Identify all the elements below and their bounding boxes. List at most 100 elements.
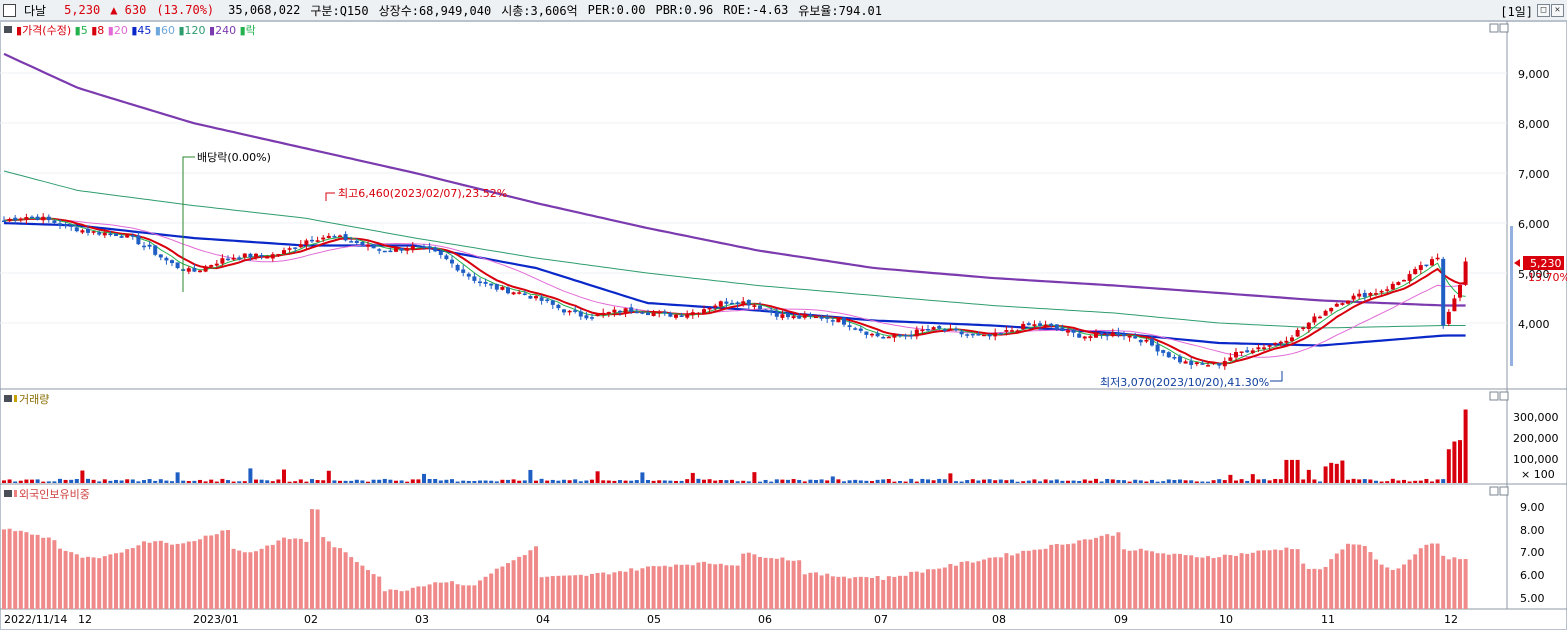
foreign-ratio-bar xyxy=(584,575,589,609)
foreign-ratio-bar xyxy=(142,541,146,609)
volume-bar xyxy=(881,479,886,483)
volume-bar xyxy=(567,480,572,483)
y-tick-label: 7.00 xyxy=(1520,546,1545,559)
candle-body xyxy=(898,334,902,337)
volume-bar xyxy=(1340,460,1345,483)
foreign-ratio-bar xyxy=(1116,532,1121,609)
foreign-ratio-bar xyxy=(1155,553,1160,609)
candle-body xyxy=(674,314,678,318)
volume-bar xyxy=(63,479,68,483)
foreign-ratio-bar xyxy=(522,555,527,609)
panel-close-icon[interactable] xyxy=(1499,23,1509,33)
foreign-ratio-bar xyxy=(1088,539,1093,609)
volume-bar xyxy=(1323,466,1328,483)
candle-body xyxy=(685,314,690,318)
volume-bar xyxy=(416,479,421,483)
volume-bar xyxy=(1222,480,1227,483)
foreign-ratio-bar xyxy=(898,575,902,609)
foreign-ratio-bar xyxy=(517,556,522,609)
foreign-ratio-bar xyxy=(377,576,382,609)
candle-body xyxy=(1026,323,1031,326)
volume-bar xyxy=(1402,479,1406,483)
panel-close-icon[interactable] xyxy=(1499,391,1509,401)
panel-menu-icon[interactable] xyxy=(1489,23,1499,33)
foreign-ratio-bar xyxy=(410,587,415,609)
foreign-ratio-bar xyxy=(802,574,807,609)
restore-icon[interactable]: □ xyxy=(1537,4,1550,17)
close-icon[interactable]: ✕ xyxy=(1551,4,1564,17)
foreign-ratio-bar xyxy=(993,557,998,609)
foreign-ratio-bar xyxy=(1161,553,1166,609)
foreign-ratio-bar xyxy=(119,552,124,609)
candle-body xyxy=(500,287,505,290)
candle-body xyxy=(1362,292,1367,298)
foreign-ratio-bar xyxy=(1200,557,1205,609)
reserve-ratio: 유보율:794.01 xyxy=(798,3,882,18)
stock-name[interactable]: 다날 xyxy=(24,3,47,18)
volume-bar xyxy=(164,480,169,483)
legend-item: 60 xyxy=(161,24,175,37)
foreign-ratio-bar xyxy=(1138,548,1143,609)
volume-bar xyxy=(746,481,751,483)
candle-body xyxy=(382,250,387,253)
foreign-ratio-bar xyxy=(763,557,768,609)
x-tick-label: 05 xyxy=(647,613,661,626)
candle-body xyxy=(405,249,410,251)
select-checkbox[interactable] xyxy=(3,3,16,17)
foreign-ratio-bar xyxy=(942,567,947,609)
candle-body xyxy=(494,284,499,290)
foreign-ratio-bar xyxy=(422,586,426,609)
candle-body xyxy=(226,258,230,261)
foreign-ratio-bar xyxy=(52,540,57,609)
foreign-ratio-bar xyxy=(1105,534,1110,609)
panel-menu-icon[interactable] xyxy=(1489,391,1499,401)
stock-chart[interactable]: ▮가격(수정) ▮5 ▮8 ▮20 ▮45 ▮60 ▮120 ▮240 ▮락 9… xyxy=(0,21,1567,630)
candle-body xyxy=(1424,264,1429,267)
y-tick-label: 5.00 xyxy=(1520,592,1545,605)
foreign-ratio-bar xyxy=(1346,543,1350,609)
volume-bar xyxy=(657,480,662,483)
candle-body xyxy=(1385,289,1390,291)
pbr-value: PBR:0.96 xyxy=(655,3,714,17)
candle-body xyxy=(164,257,169,261)
volume-bar xyxy=(1077,480,1082,483)
volume-bar xyxy=(494,481,499,483)
candle-body xyxy=(1418,265,1423,270)
volume-bar xyxy=(1026,480,1031,483)
x-tick-label: 04 xyxy=(536,613,550,626)
volume-bar xyxy=(730,479,734,483)
volume-bar xyxy=(842,481,846,483)
foreign-ratio-bar xyxy=(965,561,970,609)
foreign-ratio-bar xyxy=(595,572,600,609)
foreign-ratio-bar xyxy=(366,570,370,609)
panel-close-icon[interactable] xyxy=(1499,486,1509,496)
foreign-ratio-bar xyxy=(1194,557,1199,609)
candle-body xyxy=(1374,293,1378,295)
foreign-ratio-bar xyxy=(567,575,572,609)
candle-body xyxy=(797,315,802,319)
volume-bar xyxy=(1390,478,1395,483)
candle-body xyxy=(170,260,174,264)
foreign-ratio-bar xyxy=(640,568,645,609)
y-tick-label: 7,000 xyxy=(1518,168,1550,181)
foreign-ratio-bar xyxy=(1211,558,1216,609)
foreign-ratio-bar xyxy=(1396,568,1401,609)
foreign-ratio-bar xyxy=(1032,549,1037,609)
volume-bar xyxy=(1278,479,1283,483)
volume-bar xyxy=(791,479,796,483)
candle-body xyxy=(713,305,718,308)
candle-body xyxy=(153,245,158,255)
foreign-ratio-bar xyxy=(1368,552,1373,609)
period-selector[interactable]: [1일] xyxy=(1500,5,1533,19)
volume-bar xyxy=(522,480,527,483)
candle-body xyxy=(651,312,656,316)
candle-body xyxy=(298,244,303,248)
volume-bar xyxy=(1329,462,1334,483)
foreign-ratio-bar xyxy=(746,552,751,609)
candle-body xyxy=(1441,258,1446,326)
foreign-ratio-bar xyxy=(58,548,62,609)
panel-menu-icon[interactable] xyxy=(1489,486,1499,496)
candle-body xyxy=(1379,290,1384,293)
volume-bar xyxy=(937,478,942,483)
foreign-ratio-bar xyxy=(30,534,34,609)
